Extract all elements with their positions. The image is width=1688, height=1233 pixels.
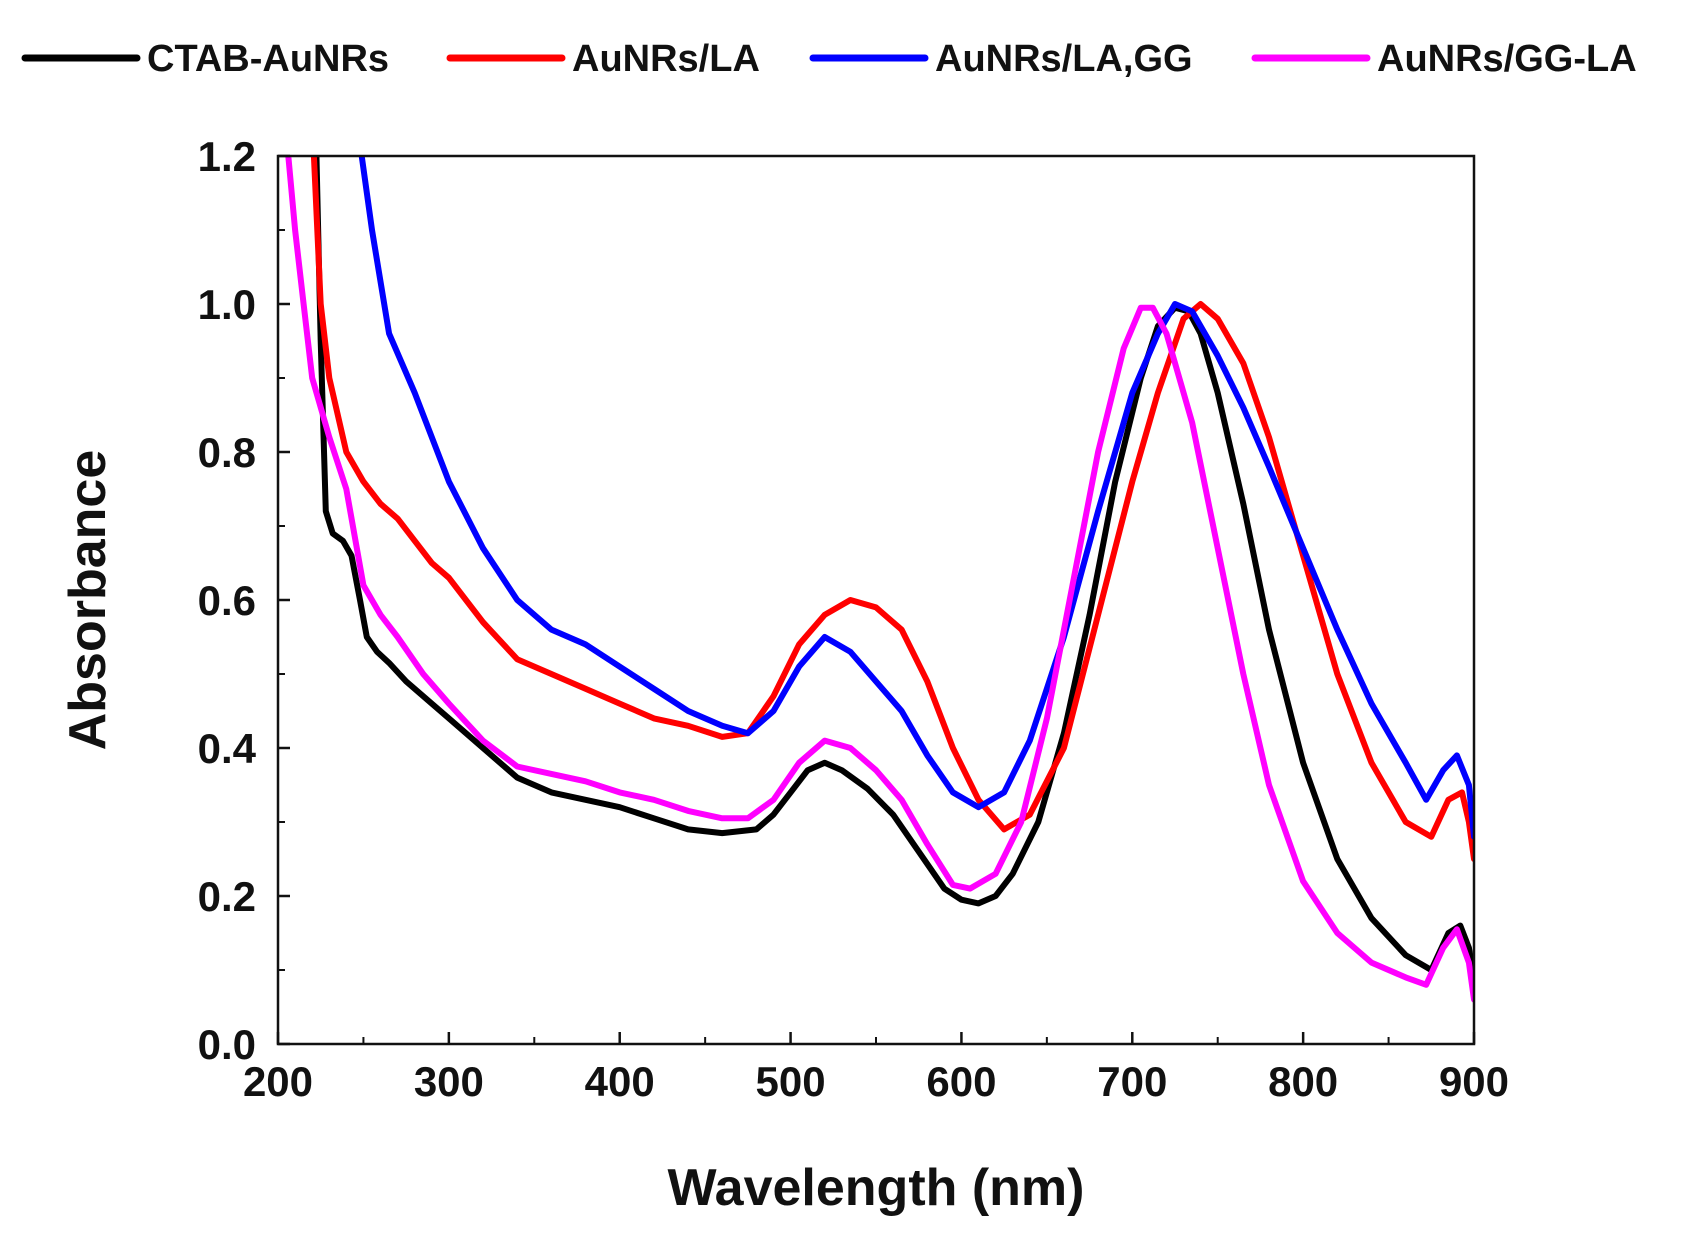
x-tick-label: 700 — [1097, 1058, 1167, 1105]
y-axis-label: Absorbance — [59, 450, 117, 751]
x-tick-label: 800 — [1268, 1058, 1338, 1105]
x-tick-label: 500 — [756, 1058, 826, 1105]
legend-label-1: CTAB-AuNRs — [147, 38, 389, 80]
y-tick-label: 1.2 — [198, 133, 256, 180]
plot-series — [285, 156, 1474, 1003]
y-tick-label: 0.2 — [198, 873, 256, 920]
legend-label-2: AuNRs/LA — [572, 38, 760, 80]
y-tick-label: 0.0 — [198, 1021, 256, 1068]
series-line-2 — [310, 156, 1474, 862]
x-tick-label: 600 — [926, 1058, 996, 1105]
legend-label-4: AuNRs/GG-LA — [1377, 38, 1637, 80]
legend-label-3: AuNRs/LA,GG — [935, 38, 1193, 80]
y-tick-label: 0.6 — [198, 577, 256, 624]
series-line-3 — [358, 156, 1474, 840]
y-axis-ticks: 0.0 0.2 0.4 0.6 0.8 1.0 1.2 — [198, 133, 290, 1068]
x-axis-ticks: 200 300 400 500 600 700 800 900 — [243, 1032, 1509, 1105]
plot-frame — [276, 154, 1476, 1046]
chart-legend: CTAB-AuNRs AuNRs/LA AuNRs/LA,GG AuNRs/GG-LA — [21, 38, 1637, 80]
x-tick-label: 300 — [414, 1058, 484, 1105]
y-tick-label: 0.4 — [198, 725, 257, 772]
x-tick-label: 900 — [1439, 1058, 1509, 1105]
x-axis-label: Wavelength (nm) — [668, 1159, 1085, 1217]
x-tick-label: 400 — [585, 1058, 655, 1105]
x-tick-label: 200 — [243, 1058, 313, 1105]
y-tick-label: 0.8 — [198, 429, 256, 476]
series-line-1 — [313, 156, 1474, 981]
series-line-4 — [285, 156, 1474, 1003]
y-tick-label: 1.0 — [198, 281, 256, 328]
